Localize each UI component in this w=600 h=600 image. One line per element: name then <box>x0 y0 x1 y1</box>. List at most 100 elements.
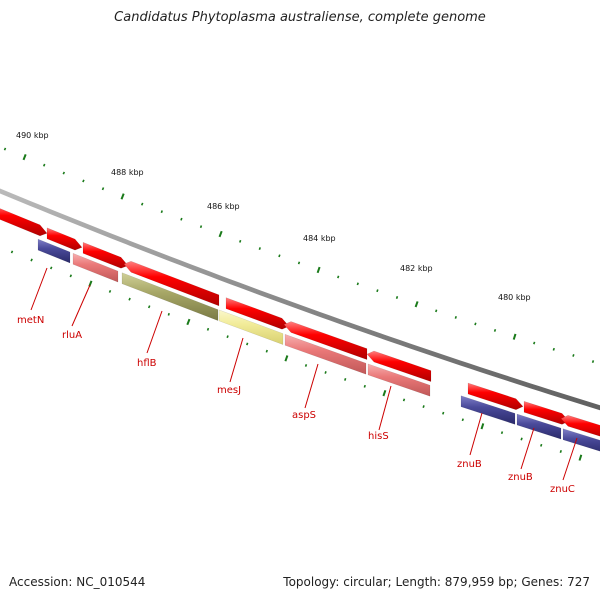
minor-tick <box>246 342 249 346</box>
gene-leader-line <box>520 427 535 470</box>
scale-label: 486 kbp <box>207 202 240 211</box>
minor-tick <box>572 354 575 357</box>
scale-label: 484 kbp <box>303 234 336 243</box>
minor-tick <box>206 327 210 331</box>
gene-leader-line <box>229 337 244 383</box>
minor-tick <box>69 274 73 278</box>
minor-tick <box>108 289 112 293</box>
minor-tick <box>226 335 229 339</box>
minor-tick <box>376 289 379 293</box>
genome-summary-text: Topology: circular; Length: 879,959 bp; … <box>283 575 590 589</box>
minor-tick <box>297 261 301 265</box>
minor-tick <box>304 364 308 367</box>
gene-label: znuC <box>550 484 575 495</box>
gene-label: hflB <box>137 358 157 369</box>
major-tick <box>284 355 289 362</box>
minor-tick <box>422 405 425 409</box>
gene-leader-line <box>71 284 91 327</box>
minor-tick <box>533 341 536 345</box>
minor-tick <box>337 275 340 279</box>
scale-label: 490 kbp <box>16 131 49 140</box>
minor-tick <box>591 360 595 364</box>
gene-label: rluA <box>62 330 82 341</box>
minor-tick <box>461 418 464 422</box>
minor-tick <box>454 315 457 319</box>
minor-tick <box>101 187 105 191</box>
minor-tick <box>258 247 261 251</box>
minor-tick <box>278 254 281 258</box>
minor-tick <box>128 297 131 301</box>
reverse-gene-rluA <box>72 252 119 283</box>
major-tick <box>120 193 125 200</box>
minor-tick <box>62 171 66 175</box>
minor-tick <box>324 371 327 374</box>
forward-gene <box>467 382 524 410</box>
minor-tick <box>10 250 14 254</box>
gene-leader-line <box>378 385 392 431</box>
minor-tick <box>559 450 562 453</box>
scale-label: 480 kbp <box>498 293 531 302</box>
major-tick <box>414 301 419 308</box>
forward-gene <box>225 297 290 330</box>
forward-gene <box>82 241 129 269</box>
major-tick <box>22 154 27 161</box>
scale-label: 482 kbp <box>400 264 433 273</box>
minor-tick <box>140 202 144 206</box>
gene-label: znuB <box>508 472 533 483</box>
gene-leader-line <box>30 267 48 311</box>
minor-tick <box>42 163 46 167</box>
gene-leader-line <box>304 363 319 409</box>
minor-tick <box>344 377 347 381</box>
minor-tick <box>402 398 406 402</box>
minor-tick <box>442 411 445 415</box>
minor-tick <box>180 217 183 221</box>
forward-gene <box>46 227 83 251</box>
gene-label: aspS <box>292 410 316 421</box>
gene-leader-line <box>146 310 163 354</box>
gene-label: metN <box>17 315 44 326</box>
genome-title: Candidatus Phytoplasma australiense, com… <box>114 10 486 25</box>
major-tick <box>218 230 223 238</box>
gene-leader-line <box>562 437 578 481</box>
reverse-gene-znuB <box>460 395 516 425</box>
reverse-gene-hisS <box>367 363 431 397</box>
minor-tick <box>49 266 53 270</box>
genome-backbone <box>0 188 600 411</box>
reverse-gene-mesJ <box>218 309 284 345</box>
major-tick <box>382 389 387 397</box>
gene-label: znuB <box>457 459 482 470</box>
minor-tick <box>363 384 366 388</box>
minor-tick <box>167 312 170 316</box>
major-tick <box>578 454 583 461</box>
minor-tick <box>265 349 268 353</box>
minor-tick <box>3 147 7 151</box>
reverse-gene-znuB-2 <box>516 413 562 440</box>
reverse-gene-znuC <box>562 428 600 452</box>
forward-gene <box>123 260 220 307</box>
forward-gene <box>560 415 600 437</box>
minor-tick <box>493 328 497 332</box>
minor-tick <box>552 347 555 351</box>
minor-tick <box>239 239 242 243</box>
minor-tick <box>82 179 85 183</box>
minor-tick <box>199 225 203 229</box>
reverse-gene-aspS <box>284 333 367 375</box>
minor-tick <box>435 309 438 313</box>
gene-label: mesJ <box>217 385 241 396</box>
scale-label: 488 kbp <box>111 168 144 177</box>
forward-gene <box>0 208 48 237</box>
minor-tick <box>147 305 151 309</box>
minor-tick <box>395 296 399 299</box>
forward-gene <box>366 350 432 382</box>
major-tick <box>480 423 485 430</box>
major-tick <box>512 333 517 340</box>
major-tick <box>186 318 191 326</box>
minor-tick <box>30 258 33 262</box>
reverse-gene-metN <box>37 238 71 264</box>
minor-tick <box>160 210 163 214</box>
minor-tick <box>500 431 504 435</box>
reverse-gene-hflB <box>121 272 219 321</box>
minor-tick <box>520 437 523 441</box>
accession-text: Accession: NC_010544 <box>9 575 146 589</box>
